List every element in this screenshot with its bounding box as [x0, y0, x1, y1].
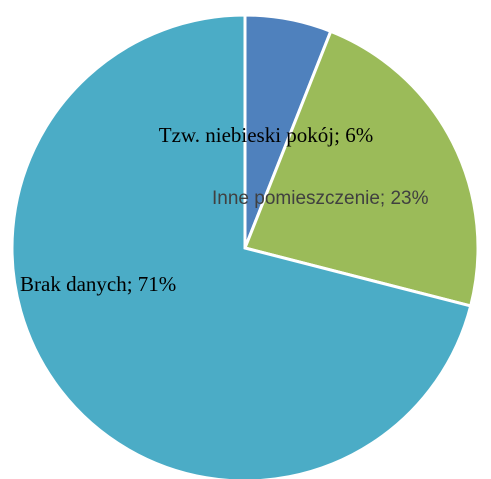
slice-inne-pomieszczenie	[242, 29, 480, 308]
slice-label-niebieski-pokoj: Tzw. niebieski pokój; 6%	[159, 123, 373, 147]
pie-slices	[10, 13, 480, 479]
slice-label-inne-pomieszczenie: Inne pomieszczenie; 23%	[212, 188, 429, 209]
slice-label-brak-danych: Brak danych; 71%	[20, 272, 176, 296]
pie-labels: Tzw. niebieski pokój; 6% Inne pomieszcze…	[20, 123, 429, 296]
slice-brak-danych	[10, 13, 473, 479]
